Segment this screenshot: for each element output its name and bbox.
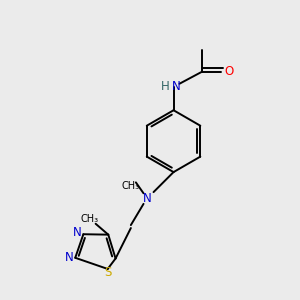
Text: CH₃: CH₃ bbox=[122, 181, 140, 191]
Text: N: N bbox=[172, 80, 180, 93]
Text: S: S bbox=[105, 266, 112, 279]
Text: H: H bbox=[161, 80, 170, 93]
Text: N: N bbox=[73, 226, 81, 239]
Text: N: N bbox=[64, 251, 73, 264]
Text: N: N bbox=[143, 192, 152, 205]
Text: CH₃: CH₃ bbox=[81, 214, 99, 224]
Text: O: O bbox=[224, 65, 233, 79]
